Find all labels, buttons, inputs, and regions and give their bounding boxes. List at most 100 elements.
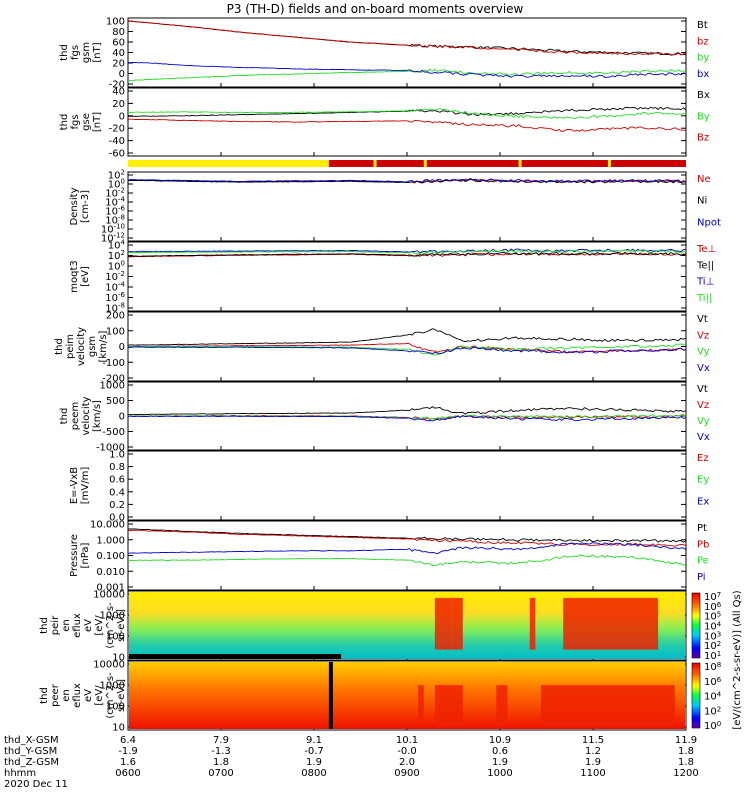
series-line-fgs_gsm-2 xyxy=(127,68,687,82)
y-axis-label: [km/s] xyxy=(98,330,109,362)
series-line-peim_velocity-3 xyxy=(127,346,687,355)
mode-bar-marker xyxy=(607,160,611,167)
y-axis-label: [km/s] xyxy=(92,400,103,432)
legend-density-2: Npot xyxy=(697,217,721,228)
series-line-peim_velocity-0 xyxy=(127,328,687,346)
legend-peem_velocity-1: Vz xyxy=(697,400,709,411)
colorbar xyxy=(691,592,701,659)
mode-bar xyxy=(128,160,686,167)
y-axis-label: [eV/ xyxy=(94,685,105,706)
y-tick-label: 102 xyxy=(108,169,125,182)
colorbar-label: [eV/(cm^2-s-sr-eV)] (All Qs) xyxy=(732,590,743,729)
colorbar-tick-label: 102 xyxy=(704,640,721,652)
legend-peim_velocity-0: Vt xyxy=(697,314,708,325)
legend-fgs_gsm-1: bz xyxy=(697,36,709,47)
y-axis-label: [eV] xyxy=(80,266,91,287)
y-tick-label: 500 xyxy=(106,396,125,407)
series-line-temperature-1 xyxy=(127,251,687,257)
y-tick-label: 0.010 xyxy=(96,567,125,578)
legend-efield-1: Ey xyxy=(697,475,709,486)
x-tick-value: 0.6 xyxy=(492,746,508,757)
y-tick-label: 0.8 xyxy=(109,462,125,473)
series-line-peem_velocity-1 xyxy=(127,414,687,420)
x-tick-value: 11.5 xyxy=(581,735,605,746)
mode-bar-marker xyxy=(518,160,522,167)
efield-frame xyxy=(127,450,687,521)
y-axis-label: gsm xyxy=(81,42,92,63)
colorbar-tick-label: 104 xyxy=(704,621,722,633)
y-axis-label: [eV/ xyxy=(94,615,105,636)
y-tick-label: 0 xyxy=(119,111,125,122)
y-tick-label: 0 xyxy=(119,342,125,353)
x-tick-value: 10.1 xyxy=(395,735,419,746)
date-label: 2020 Dec 11 xyxy=(4,779,68,790)
y-tick-label: 0.001 xyxy=(96,583,125,594)
y-tick-label: 104 xyxy=(108,239,126,252)
series-line-temperature-3 xyxy=(127,249,687,254)
y-tick-label: 100 xyxy=(106,702,125,713)
y-tick-label: 10-6 xyxy=(105,291,125,304)
y-axis-label: eV xyxy=(83,689,94,702)
x-tick-value: -1.9 xyxy=(118,746,138,757)
y-axis-label: thd xyxy=(39,617,50,634)
y-tick-label: 10.000 xyxy=(90,520,125,531)
y-tick-label: -500 xyxy=(102,427,125,438)
y-tick-label: 10-2 xyxy=(105,270,125,283)
legend-peim_velocity-1: Vz xyxy=(697,330,709,341)
series-line-peem_velocity-0 xyxy=(127,406,687,416)
series-line-peim_velocity-1 xyxy=(127,342,687,354)
y-tick-label: 10-8 xyxy=(105,214,125,227)
y-tick-label: 200 xyxy=(106,311,125,322)
x-tick-value: 1.8 xyxy=(678,757,694,768)
y-axis-label: velocity xyxy=(81,396,92,435)
x-tick-value: -1.3 xyxy=(211,746,231,757)
legend-efield-2: Ex xyxy=(697,496,709,507)
x-tick-value: 1.9 xyxy=(492,757,508,768)
y-tick-label: 100 xyxy=(108,178,125,191)
x-tick-value: 1.6 xyxy=(120,757,136,768)
x-tick-value: 1.9 xyxy=(585,757,601,768)
y-tick-label: 20 xyxy=(112,59,125,70)
y-axis-label: sr-eV)] xyxy=(116,609,127,642)
colorbar xyxy=(691,662,701,729)
y-tick-label: 10-6 xyxy=(105,205,125,218)
y-axis-label: peim xyxy=(65,334,76,359)
y-axis-label: [nT] xyxy=(92,42,103,62)
x-row-label: thd_X-GSM xyxy=(4,735,59,746)
colorbar-tick-label: 104 xyxy=(704,691,722,703)
colorbar-tick-label: 100 xyxy=(704,720,721,732)
spectrogram-band xyxy=(434,597,452,650)
y-axis-label: [cm-3] xyxy=(80,190,91,223)
legend-pressure-3: Pi xyxy=(697,572,706,583)
legend-density-1: Ni xyxy=(697,196,707,207)
spectrogram-gap xyxy=(328,662,333,729)
x-tick-value: 1.8 xyxy=(213,757,229,768)
y-tick-label: 10-4 xyxy=(105,196,125,209)
legend-peem_velocity-2: Vy xyxy=(697,416,710,427)
y-tick-label: 1.000 xyxy=(96,535,125,546)
colorbar-tick-label: 101 xyxy=(704,650,721,662)
y-tick-label: 40 xyxy=(112,48,125,59)
y-axis-label: velocity xyxy=(76,327,87,366)
y-tick-label: 100 xyxy=(106,17,125,28)
colorbar-tick-label: 108 xyxy=(704,661,721,673)
x-tick-value: 2.0 xyxy=(399,757,415,768)
y-axis-label: (cm^2-s- xyxy=(105,672,116,719)
legend-pressure-2: Pe xyxy=(697,556,709,567)
y-tick-label: -100 xyxy=(102,358,125,369)
y-tick-label: -60 xyxy=(109,149,125,160)
y-tick-label: 10-4 xyxy=(105,281,125,294)
x-tick-value: 6.4 xyxy=(120,735,136,746)
series-line-peem_velocity-3 xyxy=(127,414,687,422)
x-row-label: thd_Y-GSM xyxy=(4,746,58,757)
y-tick-label: -20 xyxy=(109,124,125,135)
y-axis-label: peem xyxy=(70,402,81,430)
legend-fgs_gsm-2: by xyxy=(697,53,709,64)
y-axis-label: thd xyxy=(59,44,70,61)
y-axis-label: eflux xyxy=(72,683,83,708)
y-tick-label: 10000 xyxy=(93,660,125,671)
y-axis-label: fgs xyxy=(70,45,81,60)
series-line-pressure-2 xyxy=(127,554,687,567)
y-tick-label: 0 xyxy=(119,69,125,80)
